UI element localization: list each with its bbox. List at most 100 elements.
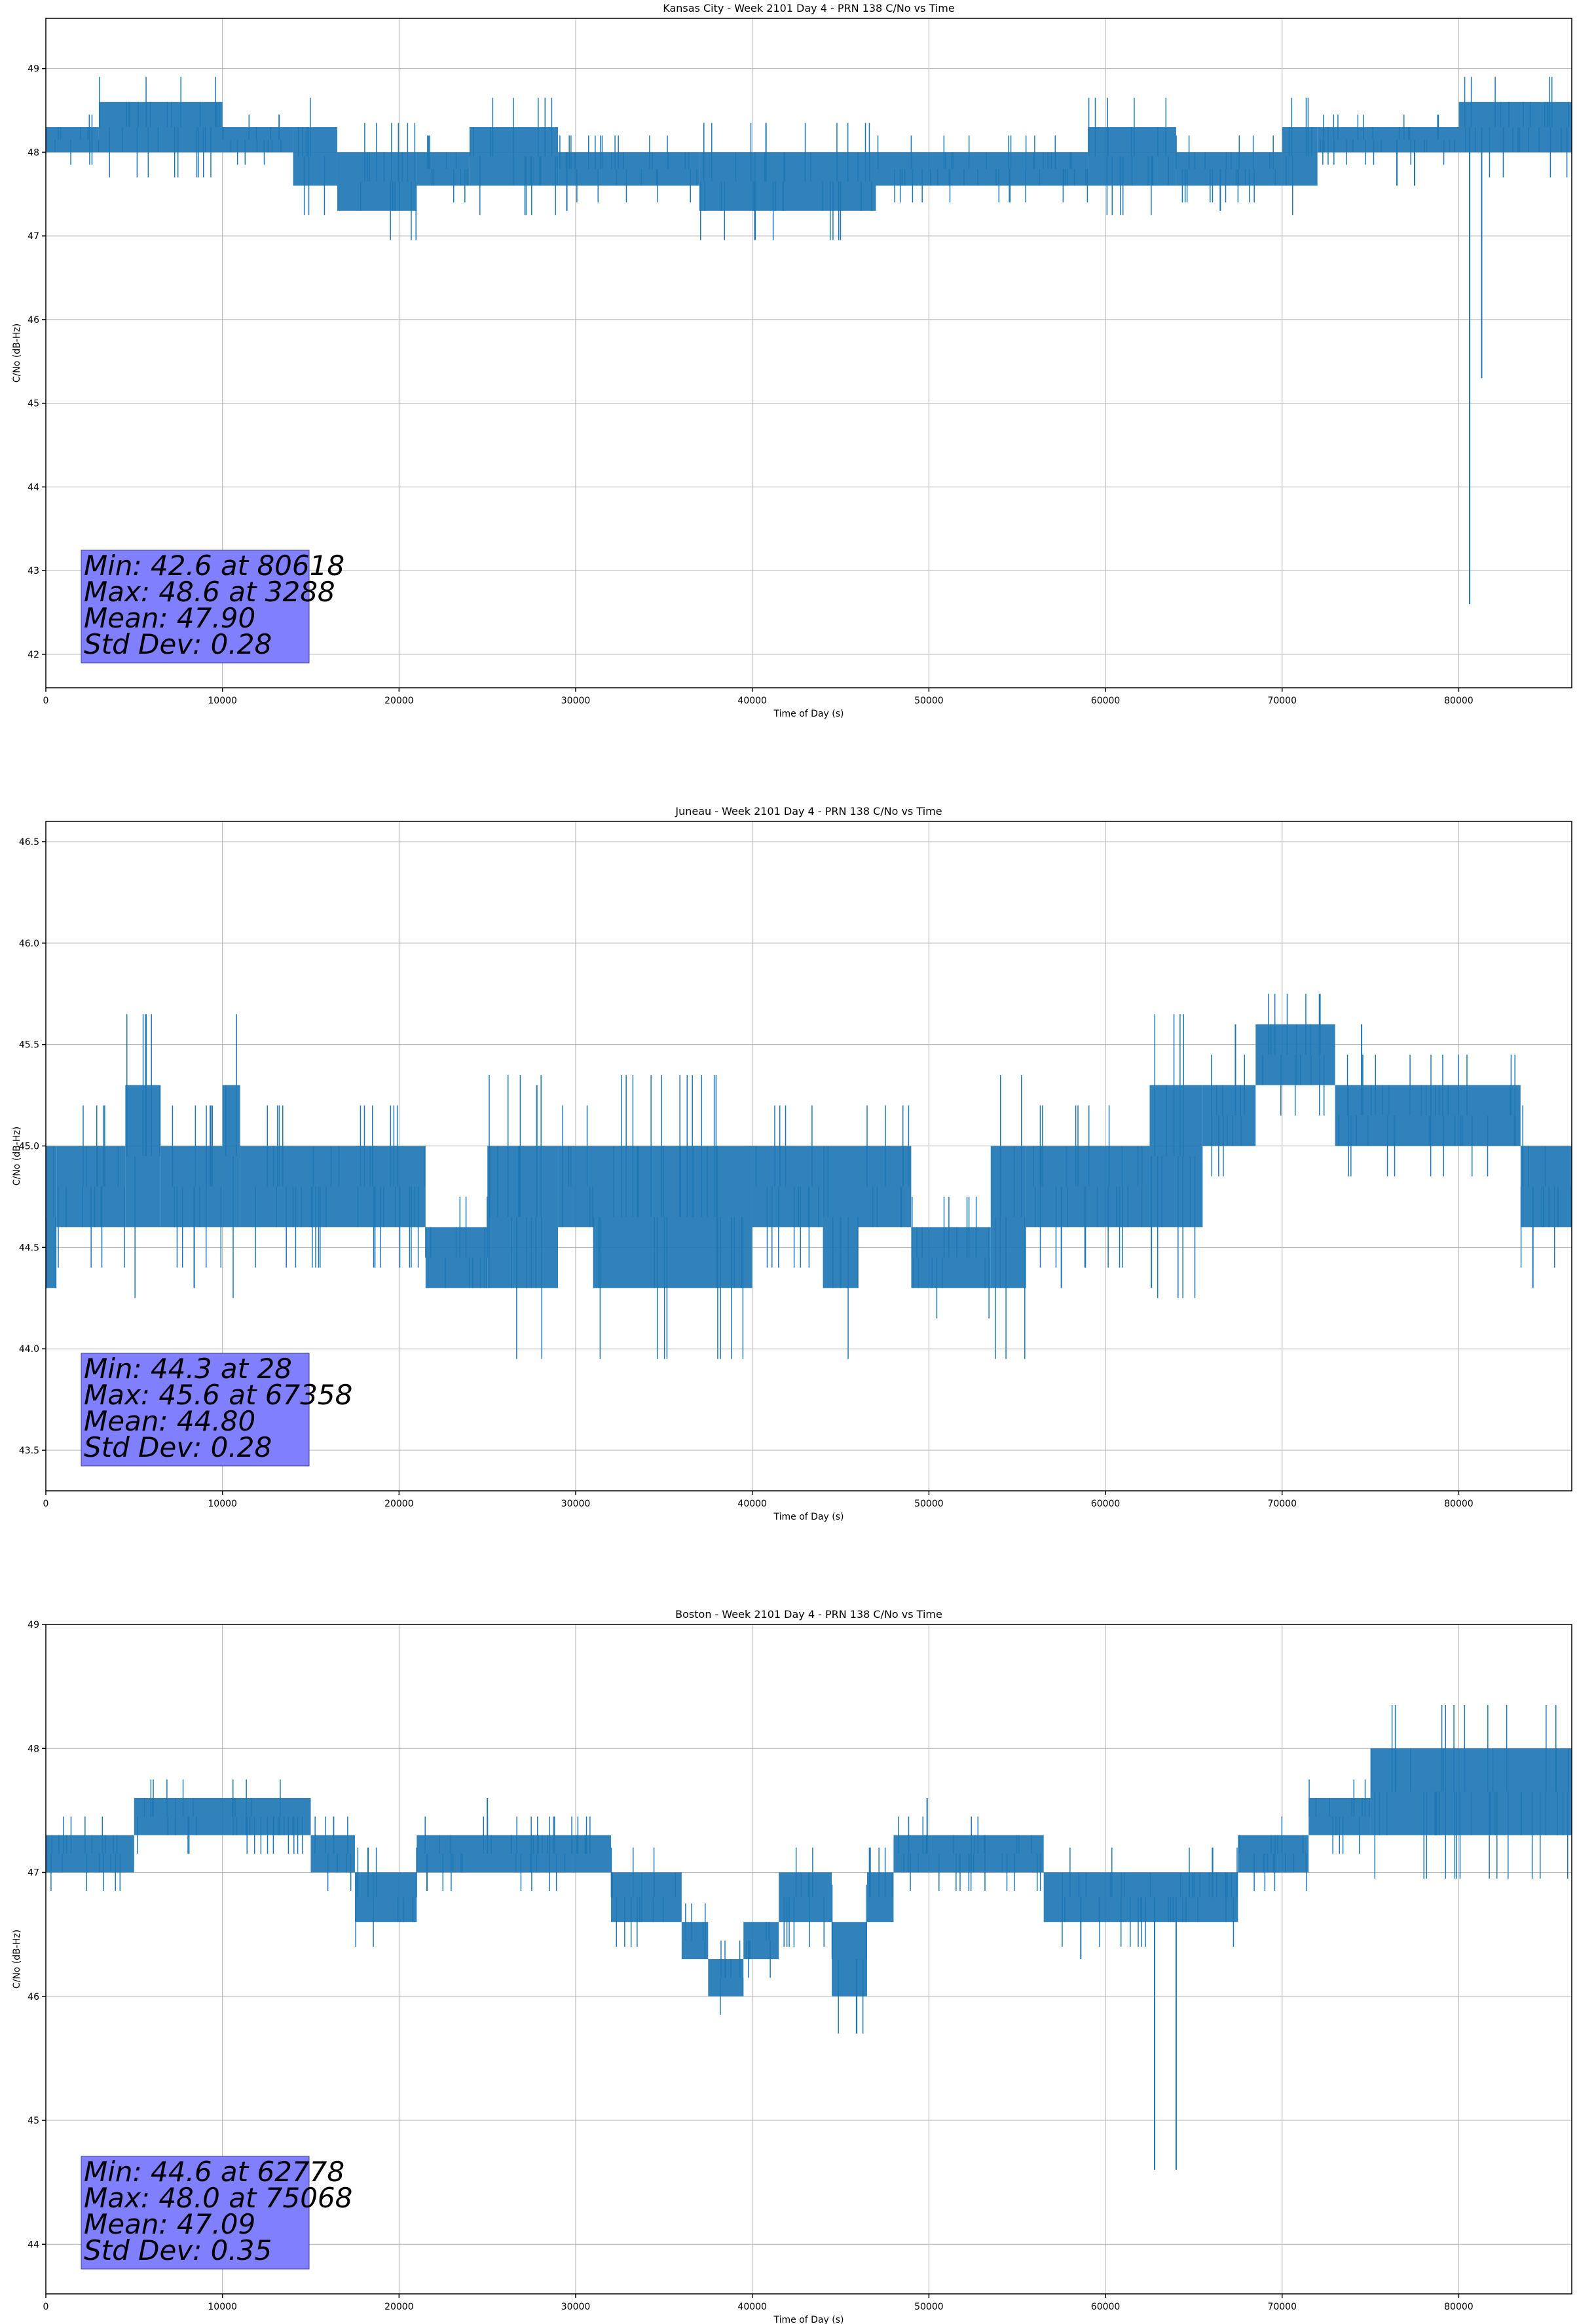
x-axis-label: Time of Day (s) <box>773 709 844 719</box>
series-band <box>699 152 876 211</box>
series-band <box>1149 1085 1203 1228</box>
series-band <box>293 127 337 186</box>
series-band <box>832 1922 867 1996</box>
stats-box <box>81 1353 310 1467</box>
x-axis-label: Time of Day (s) <box>773 1512 844 1522</box>
series-band <box>160 1146 223 1228</box>
y-tick-label: 45.0 <box>19 1142 39 1152</box>
y-axis-label: C/No (dB-Hz) <box>12 1127 22 1186</box>
series-band <box>866 1872 894 1922</box>
x-axis-label: Time of Day (s) <box>773 2315 844 2324</box>
x-tick-label: 60000 <box>1091 696 1121 706</box>
y-tick-label: 46.5 <box>19 837 39 848</box>
x-tick-label: 70000 <box>1267 1499 1297 1509</box>
x-tick-label: 60000 <box>1091 1499 1121 1509</box>
y-tick-label: 49 <box>28 1620 39 1630</box>
series-band <box>779 1872 832 1922</box>
series-band <box>1335 1085 1521 1146</box>
series-band <box>222 127 293 153</box>
chart-title: Boston - Week 2101 Day 4 - PRN 138 C/No … <box>675 1608 942 1621</box>
y-tick-label: 45 <box>28 399 39 409</box>
stats-line: Min: 44.6 at 62778 <box>84 2156 344 2188</box>
series-band <box>310 1835 355 1873</box>
stats-line: Min: 44.3 at 28 <box>84 1353 292 1385</box>
series-cno <box>46 77 1572 605</box>
series-band <box>354 1872 417 1922</box>
series-band <box>240 1146 426 1228</box>
x-tick-label: 10000 <box>208 1499 237 1509</box>
x-tick-label: 80000 <box>1444 2302 1474 2312</box>
x-tick-label: 50000 <box>914 2302 944 2312</box>
series-band <box>593 1146 752 1288</box>
x-tick-label: 0 <box>43 696 49 706</box>
stats-line: Max: 45.6 at 67358 <box>84 1379 352 1411</box>
stats-line: Max: 48.6 at 3288 <box>84 576 335 608</box>
series-band <box>98 102 223 153</box>
series-band <box>46 1146 57 1288</box>
stats-line: Std Dev: 0.28 <box>84 628 272 660</box>
y-tick-label: 45.5 <box>19 1040 39 1051</box>
series-band <box>558 152 699 186</box>
series-band <box>1026 1146 1150 1228</box>
series-band <box>558 1146 593 1228</box>
y-axis-label: C/No (dB-Hz) <box>12 324 22 383</box>
x-tick-label: 80000 <box>1444 696 1474 706</box>
chart-title: Kansas City - Week 2101 Day 4 - PRN 138 … <box>663 2 954 14</box>
x-tick-label: 60000 <box>1091 2302 1121 2312</box>
stats-box <box>81 2156 310 2270</box>
x-tick-label: 40000 <box>737 2302 767 2312</box>
series-band <box>134 1797 311 1835</box>
y-tick-label: 48 <box>28 147 39 158</box>
series-band <box>46 1835 134 1873</box>
x-tick-label: 0 <box>43 1499 49 1509</box>
series-band <box>1317 127 1459 153</box>
series-band <box>222 1085 240 1228</box>
chart-panel-1: 0 10000 20000 30000 40000 50000 60000 70000 8000… <box>12 2 1572 719</box>
axes-frame <box>45 18 1572 688</box>
chart-panel-3: 0 10000 20000 30000 40000 50000 60000 70000 8000… <box>12 1608 1572 2324</box>
x-tick-label: 20000 <box>384 1499 414 1509</box>
series-band <box>752 1146 823 1228</box>
x-tick-label: 10000 <box>208 2302 237 2312</box>
y-axis-label: C/No (dB-Hz) <box>12 1930 22 1989</box>
axes-frame <box>45 1624 1572 2295</box>
stats-line: Max: 48.0 at 75068 <box>84 2182 352 2214</box>
y-tick-label: 44.5 <box>19 1243 39 1253</box>
series-band <box>46 127 99 153</box>
y-tick-label: 45 <box>28 2116 39 2126</box>
y-tick-label: 44 <box>28 2240 39 2250</box>
series-band <box>417 152 470 186</box>
y-tick-label: 47 <box>28 231 39 242</box>
x-tick-label: 50000 <box>914 1499 944 1509</box>
stats-line: Mean: 47.09 <box>84 2208 255 2240</box>
stats-line: Min: 42.6 at 80618 <box>84 550 344 582</box>
series-band <box>487 1146 559 1288</box>
x-tick-label: 30000 <box>561 696 591 706</box>
series-band <box>417 1835 611 1873</box>
stats-line: Mean: 47.90 <box>84 602 255 634</box>
y-tick-label: 43 <box>28 566 39 576</box>
x-tick-label: 50000 <box>914 696 944 706</box>
x-tick-label: 70000 <box>1267 2302 1297 2312</box>
y-tick-label: 43.5 <box>19 1446 39 1456</box>
y-tick-label: 44 <box>28 482 39 493</box>
axes-frame <box>45 821 1572 1491</box>
x-tick-label: 20000 <box>384 2302 414 2312</box>
series-band <box>1202 1085 1256 1146</box>
x-tick-label: 40000 <box>737 696 767 706</box>
series-band <box>1520 1146 1572 1228</box>
series-band <box>337 152 417 211</box>
series-cno <box>46 994 1572 1359</box>
stats-box <box>81 550 310 664</box>
y-tick-label: 46 <box>28 1992 39 2002</box>
y-tick-label: 44.0 <box>19 1344 39 1355</box>
stats-line: Mean: 44.80 <box>84 1405 255 1437</box>
series-band <box>1458 102 1572 153</box>
x-tick-label: 40000 <box>737 1499 767 1509</box>
chart-title: Juneau - Week 2101 Day 4 - PRN 138 C/No … <box>675 805 942 817</box>
x-tick-label: 70000 <box>1267 696 1297 706</box>
x-tick-label: 30000 <box>561 2302 591 2312</box>
series-band <box>610 1872 682 1922</box>
series-band <box>1176 152 1282 186</box>
